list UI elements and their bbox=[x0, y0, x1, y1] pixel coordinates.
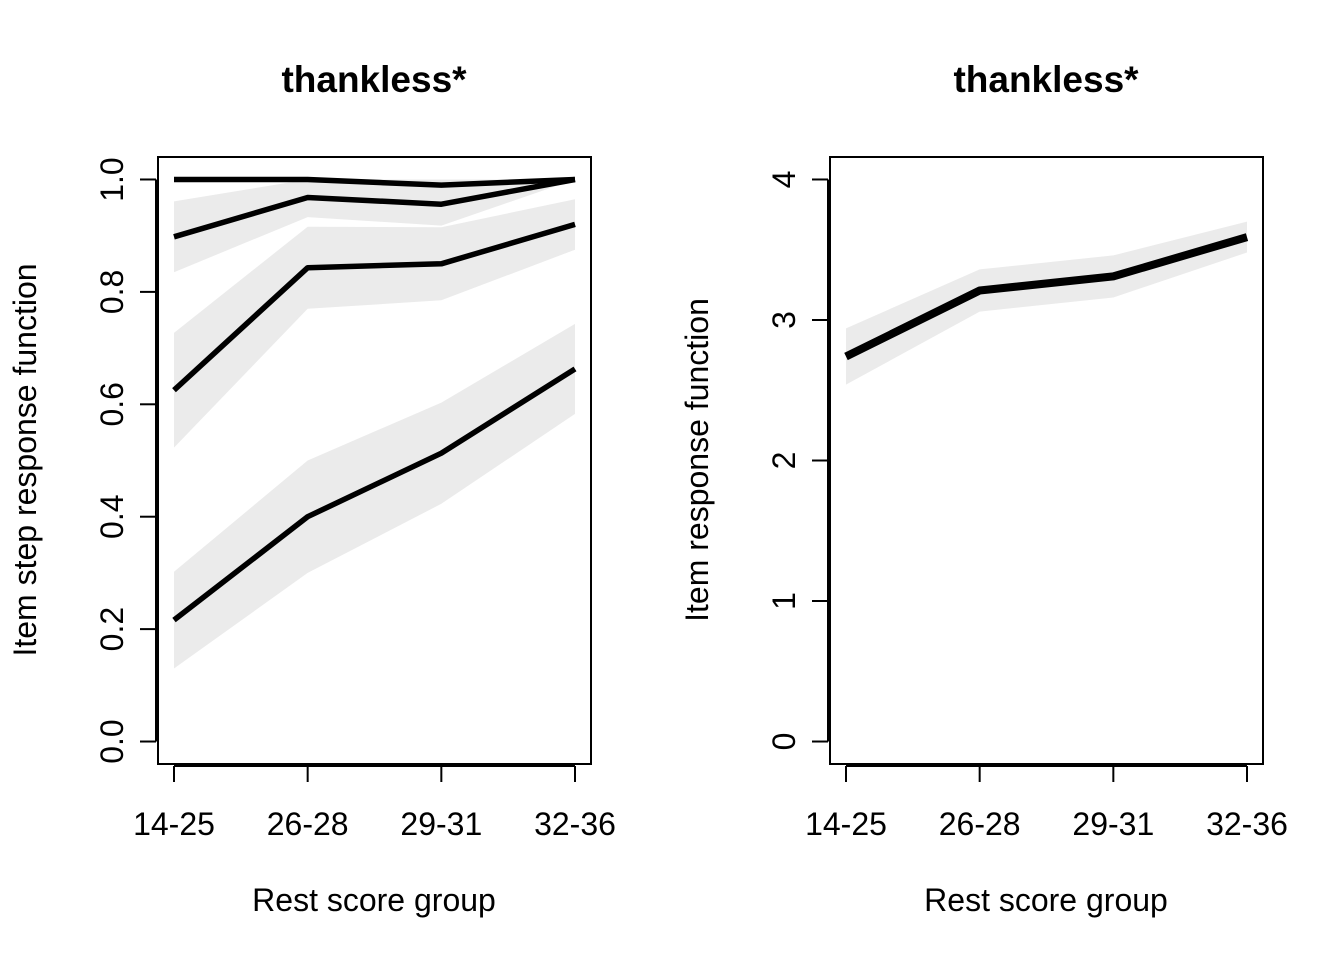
y-tick-label: 1 bbox=[766, 592, 802, 610]
x-tick-label: 14-25 bbox=[133, 806, 215, 842]
confidence-band-3 bbox=[174, 199, 575, 448]
x-axis-label: Rest score group bbox=[924, 882, 1168, 918]
x-tick-label: 14-25 bbox=[805, 806, 887, 842]
x-tick-label: 29-31 bbox=[1072, 806, 1154, 842]
x-axis: 14-25 26-28 29-31 32-36 bbox=[133, 765, 616, 842]
x-tick-label: 26-28 bbox=[267, 806, 349, 842]
y-tick-label: 0 bbox=[766, 733, 802, 751]
series-lines bbox=[844, 233, 1249, 361]
y-axis: 0.0 0.2 0.4 0.6 0.8 1.0 bbox=[94, 157, 157, 764]
series-line-1 bbox=[174, 176, 576, 188]
chart-title: thankless* bbox=[953, 59, 1139, 100]
series-line-1 bbox=[844, 233, 1249, 361]
y-tick-label: 0.6 bbox=[94, 382, 130, 426]
y-tick-label: 3 bbox=[766, 311, 802, 329]
y-axis-label: Item step response function bbox=[7, 263, 43, 656]
series-line-4 bbox=[172, 366, 577, 623]
chart-title: thankless* bbox=[281, 59, 467, 100]
x-tick-label: 32-36 bbox=[1206, 806, 1288, 842]
x-tick-label: 26-28 bbox=[939, 806, 1021, 842]
y-axis: 0 1 2 3 4 bbox=[766, 171, 829, 751]
x-tick-label: 32-36 bbox=[534, 806, 616, 842]
series-lines bbox=[172, 176, 577, 623]
step-response-panel: thankless* 14-25 26-28 29-31 32-36 0.00.20.… bbox=[7, 59, 616, 918]
confidence-band-4 bbox=[174, 323, 575, 669]
confidence-band-2 bbox=[174, 179, 575, 273]
plot-frame bbox=[157, 156, 592, 765]
x-tick-label: 29-31 bbox=[400, 806, 482, 842]
series-line-2 bbox=[173, 176, 576, 240]
plot-frame bbox=[829, 156, 1264, 765]
confidence-bands bbox=[846, 221, 1247, 385]
y-tick-label: 2 bbox=[766, 452, 802, 470]
x-axis-label: Rest score group bbox=[252, 882, 496, 918]
confidence-band-1 bbox=[846, 221, 1247, 385]
y-tick-label: 0.8 bbox=[94, 270, 130, 314]
y-tick-label: 0.4 bbox=[94, 494, 130, 538]
confidence-bands bbox=[174, 179, 575, 669]
series-line-3 bbox=[172, 221, 576, 393]
y-axis-label: Item response function bbox=[679, 298, 715, 622]
y-tick-label: 1.0 bbox=[94, 157, 130, 201]
x-axis: 14-25 26-28 29-31 32-36 bbox=[805, 765, 1288, 842]
y-tick-label: 0.0 bbox=[94, 719, 130, 763]
item-response-panel: thankless* 14-25 26-28 29-31 32-36 0 1 2 3 4 Re… bbox=[679, 59, 1288, 918]
y-tick-label: 4 bbox=[766, 171, 802, 189]
y-tick-label: 0.2 bbox=[94, 607, 130, 651]
